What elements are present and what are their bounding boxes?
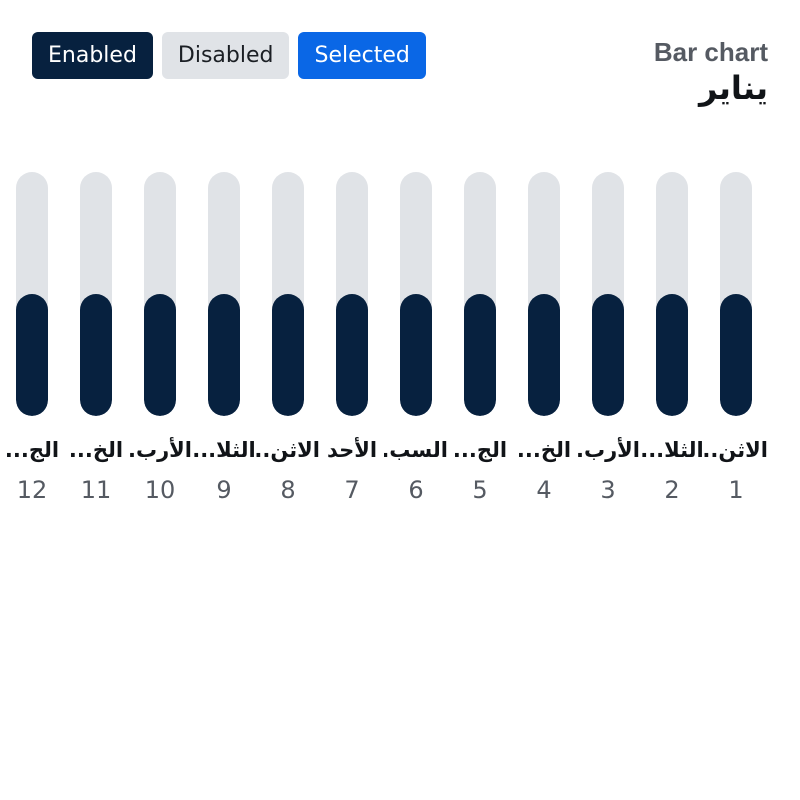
bar-7[interactable] <box>336 172 368 416</box>
day-label-8: الاثن.. <box>256 438 320 462</box>
enabled-button[interactable]: Enabled <box>32 32 153 79</box>
bar-fill-1 <box>720 294 752 416</box>
bar-9[interactable] <box>208 172 240 416</box>
bar-index-label-12: 12 <box>16 476 48 504</box>
bar-fill-4 <box>528 294 560 416</box>
bar-2[interactable] <box>656 172 688 416</box>
bar-fill-3 <box>592 294 624 416</box>
bar-fill-8 <box>272 294 304 416</box>
bars-area <box>0 172 800 416</box>
bar-index-label-11: 11 <box>80 476 112 504</box>
day-label-2: الثلا... <box>640 438 704 462</box>
bar-fill-10 <box>144 294 176 416</box>
bar-index-label-4: 4 <box>536 476 552 504</box>
bar-index-label-5: 5 <box>472 476 488 504</box>
bar-index-label-2: 2 <box>664 476 680 504</box>
bar-index-label-1: 1 <box>728 476 744 504</box>
bar-8[interactable] <box>272 172 304 416</box>
day-label-12: الج... <box>4 438 60 462</box>
day-label-10: الأرب. <box>128 438 192 462</box>
disabled-button[interactable]: Disabled <box>161 32 290 79</box>
bar-5[interactable] <box>464 172 496 416</box>
bar-index-label-8: 8 <box>280 476 296 504</box>
bar-4[interactable] <box>528 172 560 416</box>
bar-fill-2 <box>656 294 688 416</box>
bar-3[interactable] <box>592 172 624 416</box>
day-label-4: الخ... <box>516 438 572 462</box>
bar-6[interactable] <box>400 172 432 416</box>
bar-index-label-3: 3 <box>600 476 616 504</box>
state-button-row: Enabled Disabled Selected <box>32 32 426 79</box>
day-label-1: الاثن.. <box>704 438 768 462</box>
chart-title: يناير <box>698 69 768 107</box>
bar-fill-5 <box>464 294 496 416</box>
bar-index-label-10: 10 <box>144 476 176 504</box>
bar-index-label-9: 9 <box>216 476 232 504</box>
day-label-9: الثلا... <box>192 438 256 462</box>
day-label-3: الأرب. <box>576 438 640 462</box>
bar-index-label-7: 7 <box>344 476 360 504</box>
bar-labels-area: الاثن.. 1 الثلا... 2 الأرب. 3 الخ... 4 الج... 5 ال… <box>0 434 800 514</box>
chart-type-label: Bar chart <box>653 37 768 67</box>
bar-1[interactable] <box>720 172 752 416</box>
day-label-11: الخ... <box>68 438 124 462</box>
day-label-5: الج... <box>452 438 508 462</box>
bar-fill-6 <box>400 294 432 416</box>
bar-fill-9 <box>208 294 240 416</box>
bar-fill-11 <box>80 294 112 416</box>
day-label-6: السب. <box>384 438 448 462</box>
bar-fill-7 <box>336 294 368 416</box>
chart-header: Bar chart يناير <box>654 36 768 108</box>
bar-12[interactable] <box>16 172 48 416</box>
bar-index-label-6: 6 <box>408 476 424 504</box>
day-label-7: الأحد <box>326 438 378 462</box>
bar-fill-12 <box>16 294 48 416</box>
bar-10[interactable] <box>144 172 176 416</box>
selected-button[interactable]: Selected <box>298 32 426 79</box>
bar-11[interactable] <box>80 172 112 416</box>
